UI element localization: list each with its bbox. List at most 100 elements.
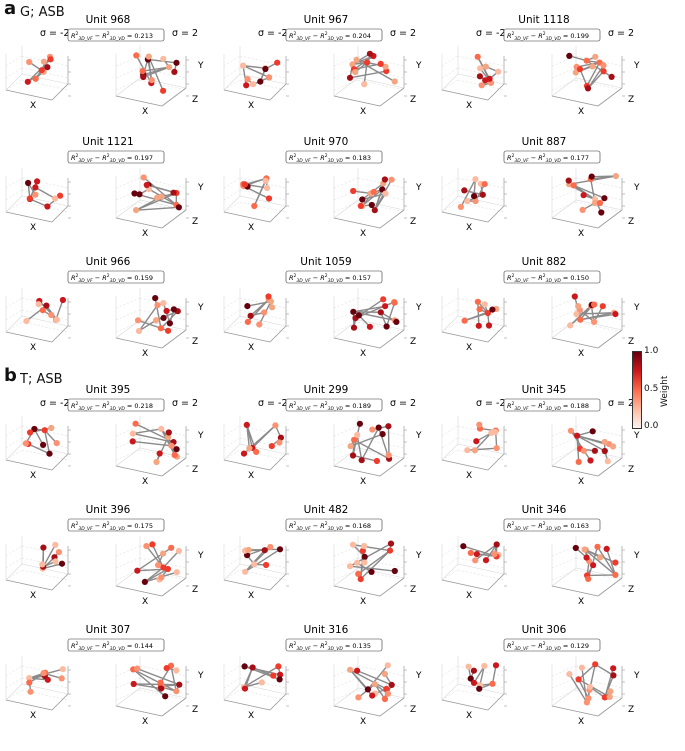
joint-point bbox=[567, 427, 575, 434]
joint-point bbox=[604, 458, 611, 465]
joint-point bbox=[572, 69, 579, 76]
joint-point bbox=[135, 327, 143, 335]
joint-point bbox=[353, 56, 360, 64]
joint-point bbox=[154, 302, 161, 309]
axis-label-x-right: X bbox=[142, 597, 148, 607]
r2-difference-label: R23D_VF − R23D_VD = 0.213 bbox=[71, 31, 153, 42]
joint-point bbox=[481, 301, 488, 308]
joint-point bbox=[591, 447, 599, 454]
axis-label-x-left: X bbox=[30, 223, 36, 233]
joint-point bbox=[166, 64, 173, 71]
joint-point bbox=[379, 186, 386, 193]
joint-point bbox=[381, 670, 388, 678]
joint-point bbox=[244, 318, 251, 325]
joint-point bbox=[608, 73, 615, 80]
joint-point bbox=[460, 543, 467, 550]
axis-label-y: Y bbox=[415, 671, 422, 681]
joint-point bbox=[464, 198, 471, 205]
joint-point bbox=[592, 199, 599, 207]
joint-point bbox=[168, 544, 175, 551]
joint-point bbox=[276, 546, 284, 553]
joint-point bbox=[163, 665, 170, 672]
joint-point bbox=[249, 81, 257, 88]
joint-point bbox=[134, 567, 141, 574]
joint-point bbox=[53, 316, 61, 323]
joint-point bbox=[385, 423, 392, 430]
panel-letter-b: b bbox=[4, 365, 17, 386]
joint-point bbox=[594, 543, 601, 550]
unit-subplot: Unit 882 R23D_VF − R23D_VD = 0.150 X X Y Z bbox=[441, 256, 640, 359]
joint-point bbox=[129, 438, 136, 445]
r2-difference-label: R23D_VF − R23D_VD = 0.189 bbox=[289, 401, 371, 412]
r2-difference-label: R23D_VF − R23D_VD = 0.163 bbox=[507, 521, 589, 532]
joint-point bbox=[157, 679, 164, 686]
axis-label-y: Y bbox=[633, 671, 640, 681]
axis-label-x-left: X bbox=[248, 711, 254, 721]
joint-point bbox=[26, 675, 33, 682]
joint-point bbox=[364, 686, 371, 693]
panel-title-b: T; ASB bbox=[20, 372, 63, 387]
joint-point bbox=[277, 434, 284, 441]
joint-point bbox=[35, 301, 42, 308]
joint-point bbox=[596, 199, 604, 207]
joint-point bbox=[349, 61, 356, 68]
joint-point bbox=[467, 549, 474, 557]
joint-point bbox=[158, 425, 165, 432]
joint-point bbox=[47, 56, 54, 63]
joint-point bbox=[52, 541, 59, 549]
unit-subplot: Unit 1059 R23D_VF − R23D_VD = 0.157 X X Y Z bbox=[223, 256, 422, 359]
joint-point bbox=[352, 69, 359, 76]
joint-point bbox=[471, 447, 478, 454]
joint-point bbox=[590, 562, 597, 569]
colorbar-label: Weight bbox=[660, 375, 670, 407]
axis-label-x-left: X bbox=[466, 711, 472, 721]
axis-label-y: Y bbox=[633, 183, 640, 193]
axis-label-z: Z bbox=[192, 217, 198, 227]
joint-point bbox=[160, 300, 167, 307]
joint-point bbox=[44, 64, 51, 71]
joint-point bbox=[575, 676, 582, 683]
joint-point bbox=[48, 311, 55, 319]
joint-point bbox=[134, 317, 142, 324]
unit-title: Unit 307 bbox=[86, 624, 131, 636]
sigma-left-label: σ = -2 bbox=[476, 28, 506, 39]
joint-point bbox=[44, 203, 51, 210]
axis-label-x-right: X bbox=[360, 107, 366, 117]
axis-label-y: Y bbox=[415, 551, 422, 561]
joint-point bbox=[265, 195, 273, 202]
axis-label-x-left: X bbox=[248, 223, 254, 233]
joint-point bbox=[587, 457, 594, 464]
axis-label-x-left: X bbox=[30, 343, 36, 353]
joint-point bbox=[575, 458, 582, 465]
axis-label-x-right: X bbox=[142, 229, 148, 239]
axis-label-x-left: X bbox=[30, 711, 36, 721]
axis-label-y: Y bbox=[197, 431, 204, 441]
joint-point bbox=[567, 322, 574, 329]
joint-point bbox=[581, 546, 588, 553]
joint-point bbox=[586, 683, 594, 691]
axis-label-y: Y bbox=[415, 183, 422, 193]
axis-label-z: Z bbox=[628, 337, 634, 347]
joint-point bbox=[140, 174, 147, 181]
unit-subplot: Unit 299 σ = -2 σ = 2 R23D_VF − R23D_VD = 0… bbox=[223, 384, 422, 487]
joint-point bbox=[257, 78, 264, 85]
joint-point bbox=[361, 553, 368, 561]
joint-point bbox=[473, 438, 480, 445]
joint-point bbox=[472, 557, 479, 564]
joint-point bbox=[355, 570, 362, 578]
joint-point bbox=[369, 426, 376, 433]
joint-point bbox=[40, 58, 48, 65]
joint-point bbox=[160, 314, 167, 321]
joint-point bbox=[347, 443, 354, 450]
r2-difference-label: R23D_VF − R23D_VD = 0.218 bbox=[71, 401, 153, 412]
joint-point bbox=[40, 441, 47, 448]
joint-point bbox=[133, 52, 140, 59]
joint-point bbox=[566, 671, 573, 678]
axis-label-x-right: X bbox=[360, 229, 366, 239]
joint-point bbox=[276, 439, 283, 446]
joint-point bbox=[240, 450, 248, 457]
axis-label-z: Z bbox=[410, 705, 416, 715]
joint-point bbox=[40, 544, 47, 551]
joint-point bbox=[26, 679, 33, 686]
unit-subplot: Unit 1118 σ = -2 σ = 2 R23D_VF − R23D_VD = … bbox=[441, 14, 640, 117]
